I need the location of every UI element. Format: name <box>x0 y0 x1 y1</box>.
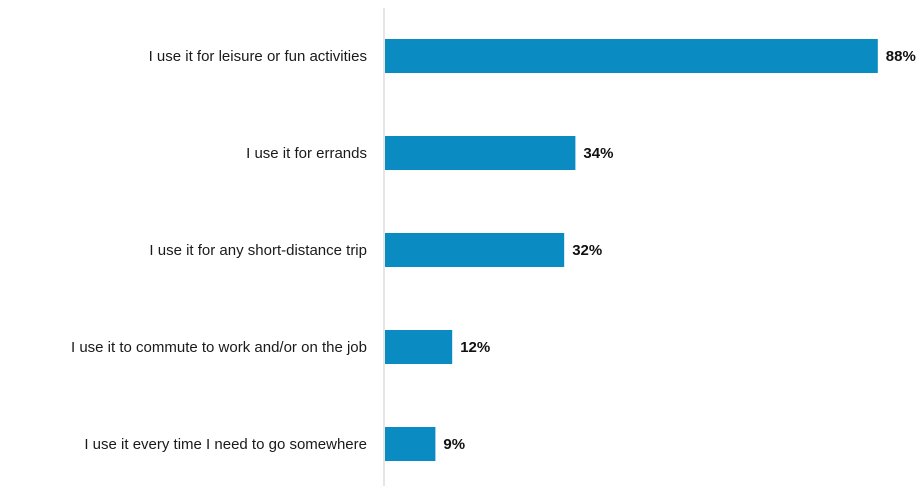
category-label: I use it for any short-distance trip <box>149 242 367 259</box>
bar-group: I use it for errands 34% <box>246 136 613 170</box>
bar <box>385 330 453 364</box>
value-label: 88% <box>886 48 916 65</box>
bar <box>385 39 878 73</box>
category-label: I use it for leisure or fun activities <box>149 48 367 65</box>
bar <box>385 427 436 461</box>
value-label: 32% <box>572 242 602 259</box>
category-label: I use it to commute to work and/or on th… <box>71 339 367 356</box>
value-label: 12% <box>460 339 490 356</box>
bar-group: I use it for any short-distance trip 32% <box>149 233 602 267</box>
bars-layer: I use it for leisure or fun activities 88… <box>71 39 916 461</box>
value-label: 9% <box>443 436 465 453</box>
bar-group: I use it every time I need to go somewhe… <box>84 427 465 461</box>
bar <box>385 233 565 267</box>
category-label: I use it every time I need to go somewhe… <box>84 436 367 453</box>
category-label: I use it for errands <box>246 145 367 162</box>
value-label: 34% <box>583 145 613 162</box>
bar-group: I use it for leisure or fun activities 88… <box>149 39 916 73</box>
bar <box>385 136 576 170</box>
bar-group: I use it to commute to work and/or on th… <box>71 330 490 364</box>
